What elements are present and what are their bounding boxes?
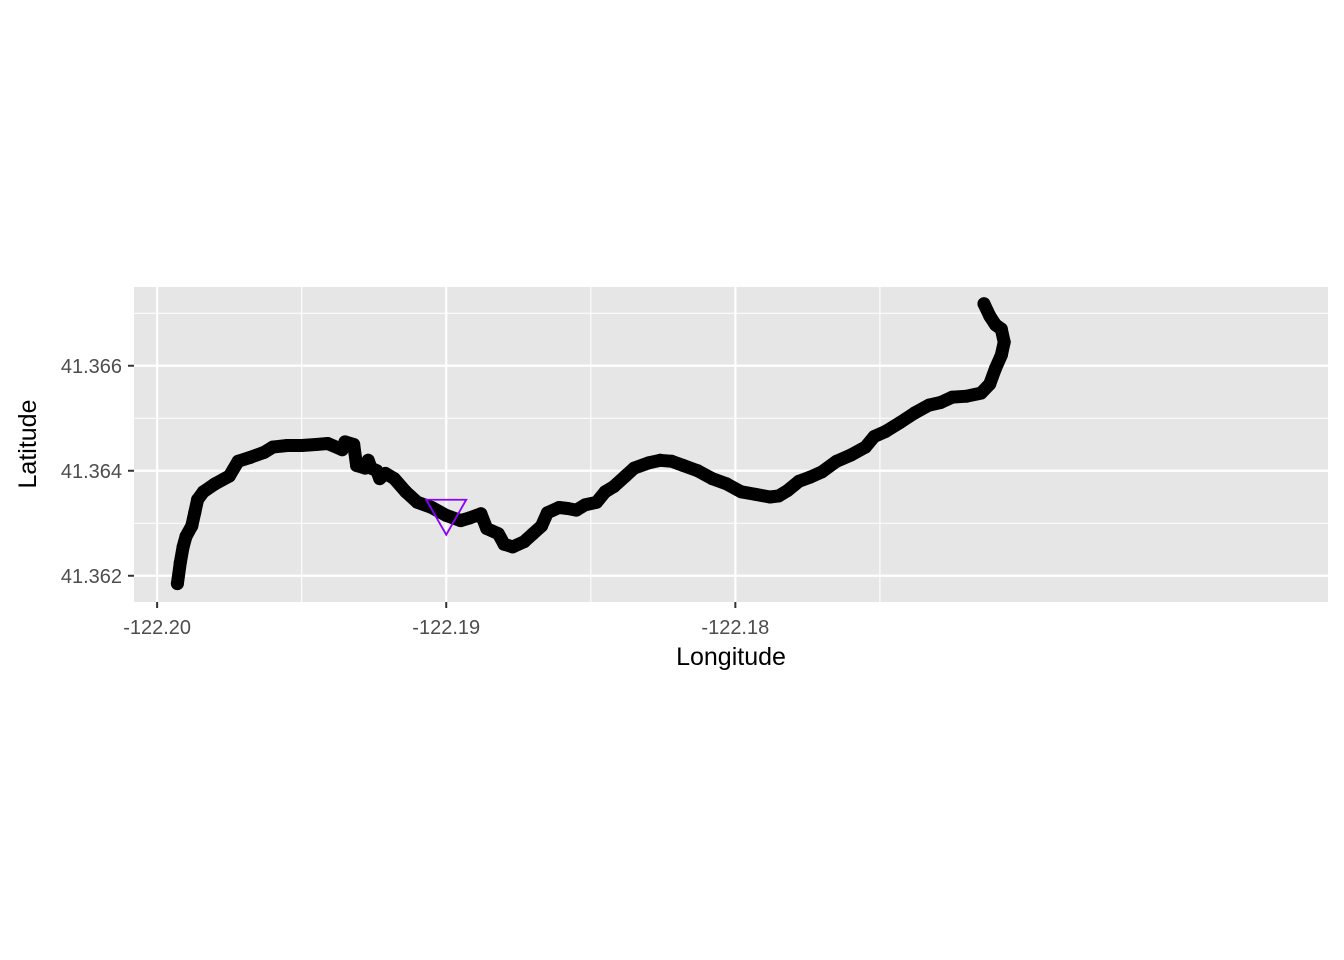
track-point	[844, 448, 858, 462]
track-point	[208, 477, 222, 491]
x-tick-label: -122.20	[123, 617, 191, 639]
track-point	[960, 389, 974, 403]
track-point	[653, 453, 667, 467]
x-tick-label: -122.18	[701, 617, 769, 639]
track-point	[173, 556, 187, 570]
y-tick-label: 41.366	[61, 356, 122, 378]
marker-triangle	[424, 498, 468, 537]
grid-lines	[134, 287, 1328, 602]
track-point	[321, 436, 335, 450]
track-point	[410, 495, 424, 509]
track-point	[387, 472, 401, 486]
track-point	[462, 511, 476, 525]
track-point	[705, 472, 719, 486]
track-point	[474, 507, 488, 521]
track-point	[665, 454, 679, 468]
track-points	[170, 297, 1011, 591]
track-point	[804, 470, 818, 484]
x-tick-label: -122.19	[412, 617, 480, 639]
x-axis-title: Longitude	[676, 643, 786, 671]
track-point	[347, 438, 361, 451]
track-point	[540, 506, 554, 520]
track-point	[439, 508, 453, 522]
track-point	[749, 487, 763, 501]
track-point	[280, 439, 294, 453]
track-point	[185, 519, 199, 533]
track-point	[590, 495, 604, 509]
track-point	[196, 485, 210, 499]
track-point	[578, 498, 592, 512]
track-point	[399, 485, 413, 499]
track-point	[922, 398, 936, 412]
track-point	[309, 438, 323, 451]
track-point	[607, 480, 621, 493]
track-point	[676, 459, 690, 472]
y-tick-label: 41.362	[61, 566, 122, 588]
track-point	[945, 390, 959, 404]
track-point	[830, 454, 844, 468]
y-tick-label: 41.364	[61, 461, 122, 483]
track-point	[989, 361, 1003, 375]
track-point	[983, 377, 997, 391]
track-point	[627, 461, 641, 475]
track-point	[792, 474, 806, 488]
track-point	[170, 577, 184, 591]
track-point	[295, 439, 309, 453]
track-point	[974, 386, 988, 400]
y-axis-title: Latitude	[14, 400, 42, 489]
track-point	[243, 451, 257, 465]
track-point	[867, 430, 881, 444]
track-point	[506, 540, 520, 554]
track-point	[780, 484, 794, 498]
track-point	[815, 465, 829, 479]
track-point	[642, 456, 656, 470]
track-point	[893, 415, 907, 429]
track-point	[618, 469, 632, 483]
track-point	[994, 348, 1008, 362]
track-point	[176, 540, 190, 554]
track-point	[908, 406, 922, 420]
track-point	[526, 527, 540, 541]
track-point	[934, 396, 948, 409]
annotations	[424, 498, 468, 537]
axes: -122.20 -122.19 -122.18 41.362 41.364 41.366	[61, 356, 769, 639]
track-point	[858, 440, 872, 454]
track-point	[517, 535, 531, 549]
track-point	[997, 335, 1011, 349]
track-point	[179, 529, 193, 543]
track-point	[535, 519, 549, 533]
track-point	[879, 424, 893, 438]
track-point	[491, 527, 505, 541]
track-point	[480, 522, 494, 535]
track-point	[188, 506, 202, 520]
track-point	[231, 454, 245, 468]
track-point	[983, 309, 997, 323]
track-point	[266, 440, 280, 454]
track-point	[222, 469, 236, 483]
track-point	[977, 297, 991, 311]
track-point	[691, 464, 705, 478]
track-point	[734, 485, 748, 499]
track-point	[720, 477, 734, 491]
